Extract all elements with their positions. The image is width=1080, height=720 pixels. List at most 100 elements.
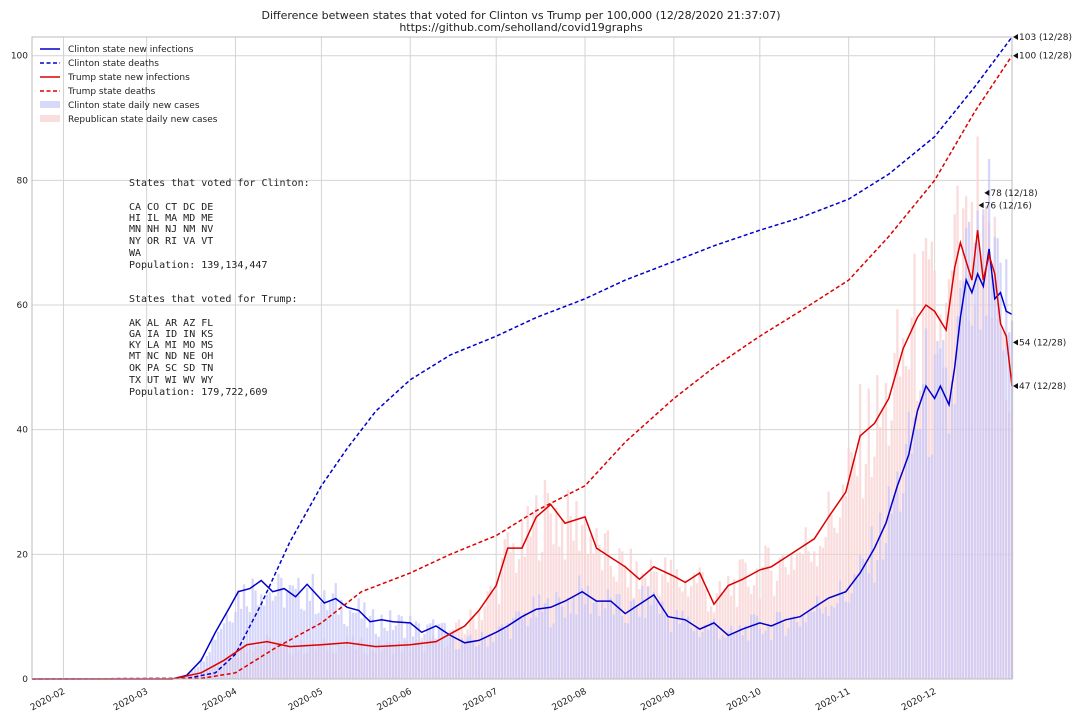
clinton-daily-bar [280, 577, 283, 679]
clinton-daily-bar [265, 594, 269, 679]
clinton-daily-bar [730, 625, 733, 679]
clinton-daily-bar [595, 600, 598, 679]
clinton-daily-bar [987, 159, 991, 679]
clinton-daily-bar [985, 315, 988, 679]
clinton-daily-bar [377, 636, 380, 679]
republican-daily-bar [698, 567, 701, 679]
republican-daily-bar [847, 447, 850, 679]
clinton-daily-bar [838, 580, 842, 679]
trump-state-new-infections-line [32, 230, 1013, 680]
republican-daily-bar [747, 586, 750, 679]
clinton-daily-bar [687, 616, 690, 679]
clinton-daily-bar [970, 325, 974, 679]
clinton-daily-bar [833, 607, 836, 679]
republican-daily-bar [509, 552, 512, 679]
clinton-state-new-infections-line [32, 248, 1013, 680]
chart-subtitle: https://github.com/seholland/covid19grap… [399, 21, 643, 34]
republican-daily-bar [701, 572, 704, 679]
clinton-daily-bar [965, 228, 968, 680]
clinton-daily-bar [795, 622, 799, 679]
republican-daily-bar [876, 375, 879, 679]
clinton-daily-bar [328, 600, 332, 679]
clinton-daily-bar [784, 635, 787, 679]
clinton-daily-bar [767, 623, 770, 679]
clinton-daily-bar [260, 594, 263, 679]
clinton-daily-bar [790, 616, 793, 679]
republican-daily-bar [532, 512, 535, 679]
clinton-daily-bar [437, 623, 441, 679]
clinton-daily-bar [483, 637, 486, 679]
x-tick-label: 2020-05 [287, 687, 325, 713]
clinton-daily-bar [598, 616, 601, 679]
clinton-daily-bar [297, 577, 300, 679]
republican-daily-bar [881, 407, 885, 679]
clinton-daily-bar [205, 656, 208, 679]
legend-entry: Clinton state deaths [68, 59, 159, 69]
clinton-note-population: Population: 139,134,447 [129, 260, 267, 271]
annotation-label: 78 (12/18) [990, 189, 1037, 199]
x-tick-label: 2020-11 [814, 687, 852, 713]
clinton-daily-bar [807, 612, 810, 679]
clinton-daily-bar [618, 594, 621, 679]
republican-daily-bar [598, 544, 601, 679]
republican-daily-bar [575, 501, 578, 679]
clinton-daily-bar [836, 603, 839, 679]
clinton-daily-bar [884, 543, 888, 679]
trump-states-note: States that voted for Trump: AK AL AR AZ… [129, 294, 298, 398]
clinton-daily-bar [752, 614, 756, 679]
republican-daily-bar [853, 457, 856, 679]
clinton-daily-bar [858, 555, 862, 679]
clinton-daily-bar [626, 623, 630, 679]
clinton-daily-bar [420, 640, 423, 679]
clinton-note-line: CA CO CT DC DE [129, 202, 213, 213]
clinton-daily-bar [583, 604, 587, 679]
clinton-daily-bar [976, 210, 979, 679]
annotation-label: 47 (12/28) [1019, 382, 1066, 392]
clinton-note-line: MN NH NJ NM NV [129, 224, 213, 235]
clinton-daily-bar [644, 617, 647, 679]
clinton-daily-bar [225, 614, 228, 679]
clinton-daily-bar [775, 612, 779, 679]
clinton-daily-bar [649, 604, 653, 679]
clinton-daily-bar [861, 558, 865, 679]
clinton-daily-bar [867, 573, 870, 679]
clinton-daily-bar [781, 623, 784, 679]
annotation-label: 54 (12/28) [1019, 338, 1066, 348]
legend-entry: Clinton state daily new cases [68, 101, 200, 111]
clinton-daily-bar [681, 610, 684, 679]
republican-daily-bar [583, 515, 587, 679]
clinton-daily-bar [546, 598, 549, 679]
clinton-daily-bar [529, 617, 532, 679]
clinton-daily-bar [913, 417, 916, 679]
clinton-daily-bar [566, 597, 569, 679]
clinton-daily-bar [305, 587, 309, 679]
clinton-daily-bar [188, 673, 191, 679]
clinton-daily-bar [463, 643, 466, 679]
clinton-daily-bar [294, 588, 297, 679]
clinton-daily-bar [844, 601, 847, 679]
clinton-daily-bar [320, 602, 323, 679]
republican-daily-bar [552, 544, 555, 679]
clinton-daily-bar [761, 633, 764, 679]
clinton-daily-bar [578, 575, 581, 679]
clinton-daily-bar [810, 611, 813, 679]
clinton-daily-bar [214, 639, 217, 679]
republican-daily-bar [495, 580, 498, 679]
republican-daily-bar [506, 532, 509, 679]
clinton-daily-bar [873, 582, 876, 679]
clinton-daily-bar [363, 602, 366, 679]
clinton-daily-bar [271, 600, 274, 679]
legend-entry: Trump state deaths [67, 87, 156, 97]
clinton-daily-bar [314, 614, 317, 679]
clinton-daily-bar [581, 588, 584, 679]
clinton-daily-bar [655, 602, 658, 679]
republican-daily-bar [732, 578, 736, 679]
clinton-daily-bar [417, 623, 420, 679]
republican-daily-bar [543, 480, 547, 679]
republican-daily-bar [512, 543, 515, 679]
clinton-daily-bar [816, 596, 819, 679]
clinton-daily-bar [543, 603, 547, 679]
republican-daily-bar [744, 562, 747, 679]
x-tick-label: 2020-04 [201, 687, 239, 714]
republican-daily-bar [546, 493, 549, 679]
